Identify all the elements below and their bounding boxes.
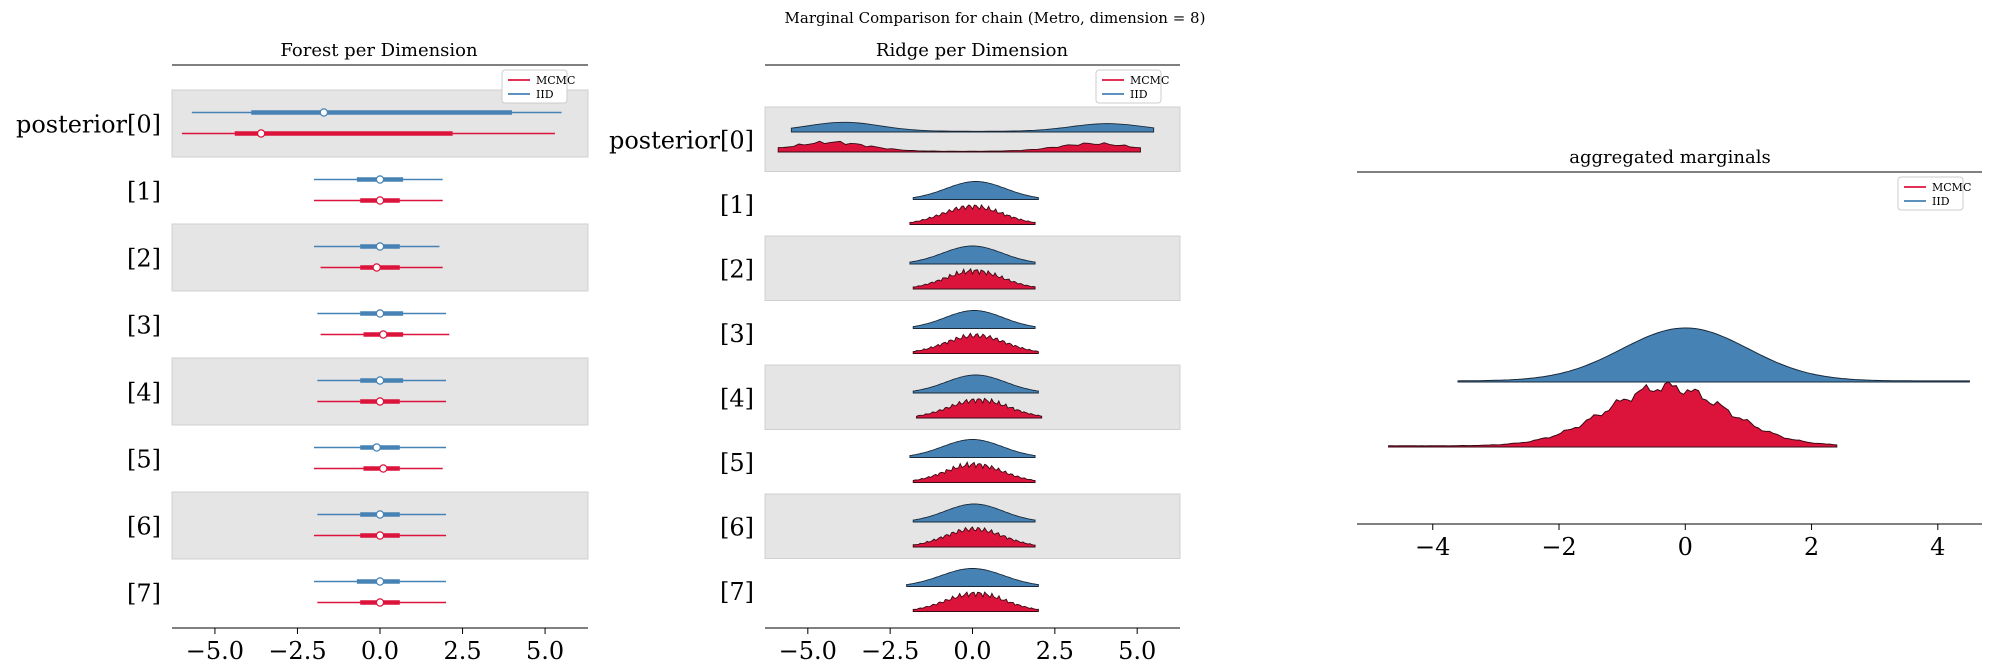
forest-mean-point-mcmc (375, 598, 385, 607)
forest-row-label: [6] (127, 513, 161, 541)
forest-mean-point-mcmc (372, 263, 381, 272)
ridge-title: Ridge per Dimension (876, 40, 1069, 61)
aggregated-x-tick-label: 4 (1930, 533, 1945, 561)
aggregated-density-iid (1457, 327, 1970, 383)
ridge-x-tick-label: 0.0 (953, 637, 991, 665)
ridge-row-label: [2] (720, 255, 754, 283)
ridge-x-tick-label: −2.5 (861, 637, 919, 665)
ridge-density-iid (909, 245, 1036, 265)
ridge-legend-mcmc-label: MCMC (1130, 74, 1169, 87)
ridge-density-mcmc (909, 203, 1036, 225)
ridge-row-band (764, 106, 1181, 172)
forest-legend-mcmc-label: MCMC (536, 74, 575, 87)
ridge-x-tick-label: −5.0 (779, 637, 837, 665)
forest-mean-point-iid (375, 577, 385, 586)
aggregated-x-tick-label: 2 (1804, 533, 1819, 561)
aggregated-legend-iid-label: IID (1932, 195, 1950, 208)
ridge-density-iid (906, 568, 1039, 587)
forest-mean-point-mcmc (256, 129, 266, 138)
forest-row-label: [1] (127, 178, 161, 206)
forest-row-label: [2] (127, 245, 161, 273)
ridge-density-mcmc (916, 397, 1043, 419)
ridge-density-mcmc (777, 140, 1141, 153)
ridge-density-mcmc (912, 461, 1036, 483)
forest-row-label: [4] (127, 379, 161, 407)
forest-row-band (171, 491, 589, 560)
ridge-density-iid (912, 503, 1036, 523)
forest-x-tick-label: 5.0 (526, 637, 564, 665)
ridge-row-label: [3] (720, 320, 754, 348)
forest-x-tick-label: 2.5 (443, 637, 481, 665)
forest-row-band (171, 223, 589, 292)
ridge-density-mcmc (912, 526, 1036, 548)
aggregated-title: aggregated marginals (1569, 147, 1770, 168)
ridge-x-tick-label: 2.5 (1036, 637, 1074, 665)
forest-mean-point-mcmc (379, 330, 388, 339)
forest-row-label: posterior[0] (16, 111, 161, 139)
ridge-row-label: [5] (720, 449, 754, 477)
forest-mean-point-mcmc (379, 464, 388, 473)
aggregated-x-tick-label: −4 (1415, 533, 1450, 561)
ridge-row-label: [4] (720, 384, 754, 412)
forest-mean-point-mcmc (375, 196, 385, 205)
forest-mean-point-iid (372, 443, 381, 452)
forest-panel: Forest per Dimension posterior[0] [1] [2] [… (16, 40, 589, 665)
ridge-density-iid (790, 121, 1155, 133)
aggregated-x-tick-label: −2 (1541, 533, 1576, 561)
ridge-density-iid (912, 374, 1039, 394)
ridge-row-label: [7] (720, 578, 754, 606)
figure-suptitle: Marginal Comparison for chain (Metro, di… (785, 9, 1206, 27)
forest-mean-point-mcmc (375, 397, 385, 406)
ridge-density-iid (909, 439, 1036, 458)
forest-x-tick-label: −2.5 (268, 637, 326, 665)
forest-mean-point-iid (375, 376, 385, 385)
ridge-row-label: posterior[0] (609, 126, 754, 154)
aggregated-x-tick-label: 0 (1678, 533, 1693, 561)
ridge-panel: Ridge per Dimension posterior[0] [1] [2] [3… (609, 40, 1181, 665)
ridge-row-label: [6] (720, 513, 754, 541)
ridge-density-mcmc (912, 268, 1036, 290)
ridge-density-mcmc (912, 591, 1039, 612)
forest-legend-iid-label: IID (536, 88, 554, 101)
aggregated-legend-mcmc-label: MCMC (1932, 181, 1971, 194)
ridge-density-iid (912, 310, 1036, 329)
forest-mean-point-mcmc (375, 531, 385, 540)
ridge-density-iid (912, 181, 1039, 200)
forest-x-tick-label: 0.0 (361, 637, 399, 665)
forest-x-tick-label: −5.0 (186, 637, 244, 665)
forest-row-label: [7] (127, 580, 161, 608)
forest-title: Forest per Dimension (280, 40, 478, 61)
forest-mean-point-iid (375, 175, 385, 184)
forest-mean-point-iid (319, 108, 329, 117)
forest-mean-point-iid (375, 510, 385, 519)
forest-mean-point-iid (375, 309, 385, 318)
ridge-row-label: [1] (720, 191, 754, 219)
forest-mean-point-iid (375, 242, 385, 251)
aggregated-density-mcmc (1388, 381, 1838, 448)
ridge-x-tick-label: 5.0 (1118, 637, 1156, 665)
forest-row-band (171, 357, 589, 426)
forest-row-label: [5] (127, 446, 161, 474)
ridge-legend-iid-label: IID (1130, 88, 1148, 101)
forest-row-label: [3] (127, 312, 161, 340)
ridge-density-mcmc (912, 332, 1039, 354)
